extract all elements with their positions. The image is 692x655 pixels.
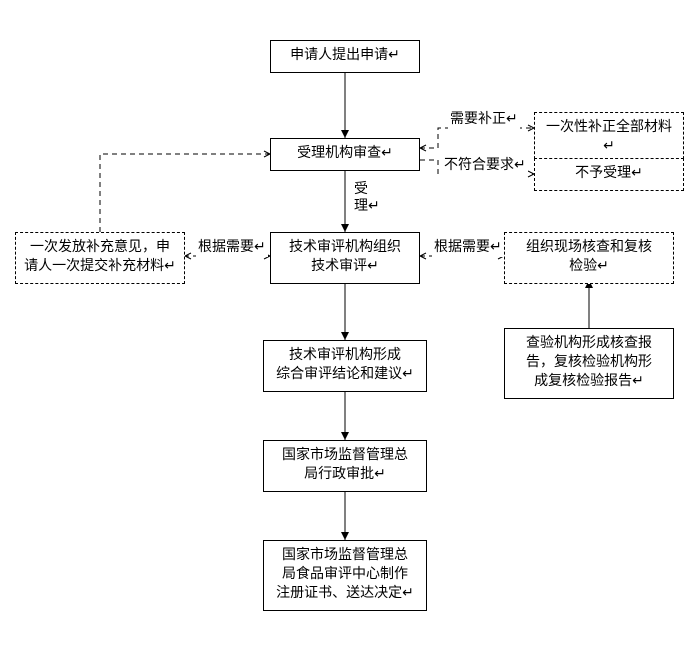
edge-label-e6: 需要补正↵ bbox=[448, 112, 520, 129]
node-n5: 技术审评机构组织技术审评↵ bbox=[270, 232, 420, 284]
edge-e6 bbox=[420, 128, 534, 148]
node-n6: 一次发放补充意见，申请人一次提交补充材料↵ bbox=[15, 232, 185, 284]
edge-label-e2: 受理↵ bbox=[352, 182, 382, 216]
edge-label-e9: 根据需要↵ bbox=[432, 240, 504, 257]
flowchart-canvas: 受理↵ 需要补正↵ 不符合要求↵ 根据需要↵ 根据需要↵ 申请人提出申请↵ 受理机构审查↵ 一… bbox=[0, 0, 692, 655]
node-n3: 一次性补正全部材料↵ bbox=[534, 112, 684, 164]
node-n8: 查验机构形成核查报告，复核检验机构形成复核检验报告↵ bbox=[504, 328, 674, 399]
node-n9: 技术审评机构形成综合审评结论和建议↵ bbox=[263, 340, 427, 392]
edge-label-e8: 根据需要↵ bbox=[196, 240, 268, 257]
edge-label-e7: 不符合要求↵ bbox=[442, 158, 528, 175]
node-n4: 不予受理↵ bbox=[534, 158, 684, 191]
edge-e11 bbox=[100, 154, 270, 232]
node-n11: 国家市场监督管理总局食品审评中心制作注册证书、送达决定↵ bbox=[263, 540, 427, 611]
node-n10: 国家市场监督管理总局行政审批↵ bbox=[263, 440, 427, 492]
node-n7: 组织现场核查和复核检验↵ bbox=[504, 232, 674, 284]
node-n1: 申请人提出申请↵ bbox=[270, 40, 420, 73]
node-n2: 受理机构审查↵ bbox=[270, 138, 420, 171]
